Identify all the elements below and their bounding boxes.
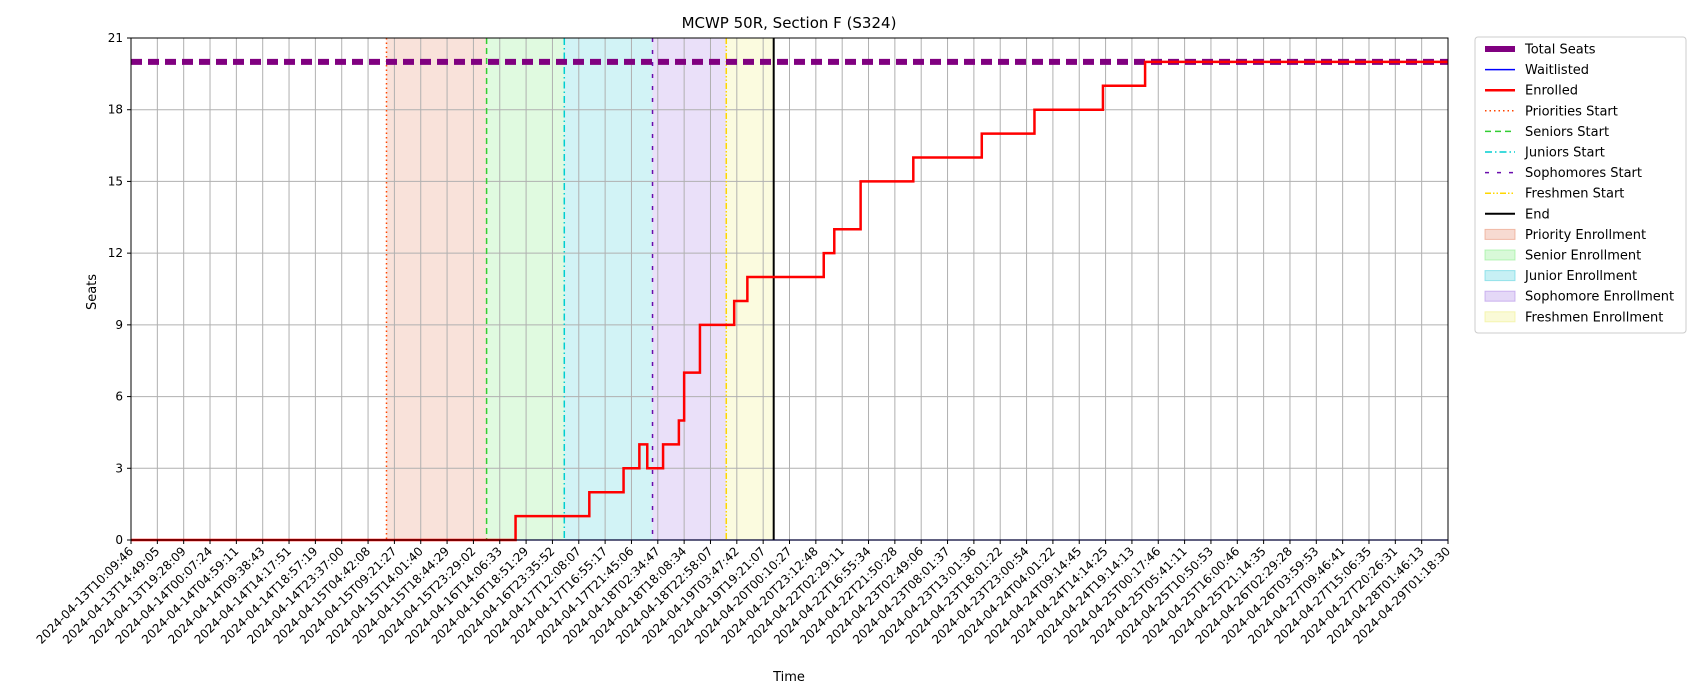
legend-swatch	[1484, 290, 1516, 302]
y-tick-label: 9	[115, 318, 123, 332]
legend-label: Enrolled	[1525, 84, 1578, 99]
x-axis-title: Time	[772, 670, 805, 685]
legend: Total Seats Waitlisted Enrolled Priorities …	[1474, 36, 1687, 334]
chart-title: MCWP 50R, Section F (S324)	[682, 14, 897, 32]
legend-label: Juniors Start	[1524, 146, 1605, 161]
legend-label: Junior Enrollment	[1524, 269, 1637, 284]
y-tick-label: 6	[115, 390, 123, 404]
series-line-3	[131, 60, 1448, 542]
legend-swatch	[1484, 270, 1516, 282]
y-tick-label: 21	[108, 31, 123, 45]
legend-label: Freshmen Start	[1525, 187, 1624, 202]
region-1	[386, 38, 487, 540]
y-tick-label: 0	[115, 533, 123, 547]
y-tick-label: 3	[115, 461, 123, 475]
legend-box	[1474, 36, 1687, 334]
legend-swatch	[1484, 228, 1516, 240]
legend-label: Priorities Start	[1525, 104, 1618, 119]
legend-label: Priority Enrollment	[1525, 228, 1646, 243]
y-tick-label: 12	[108, 246, 123, 260]
legend-label: Freshmen Enrollment	[1525, 310, 1663, 325]
legend-swatch	[1484, 249, 1516, 261]
y-axis-title: Seats	[85, 274, 100, 310]
legend-label: Sophomore Enrollment	[1525, 290, 1674, 305]
y-tick-label: 15	[108, 174, 123, 188]
legend-label: End	[1525, 207, 1550, 222]
region-4	[652, 38, 727, 540]
region-5	[726, 38, 774, 540]
y-tick-label: 18	[108, 103, 123, 117]
legend-label: Total Seats	[1524, 43, 1596, 58]
legend-label: Waitlisted	[1525, 63, 1589, 78]
legend-label: Sophomores Start	[1525, 166, 1642, 181]
legend-label: Seniors Start	[1525, 125, 1609, 140]
legend-label: Senior Enrollment	[1525, 249, 1641, 264]
legend-swatch	[1484, 311, 1516, 323]
